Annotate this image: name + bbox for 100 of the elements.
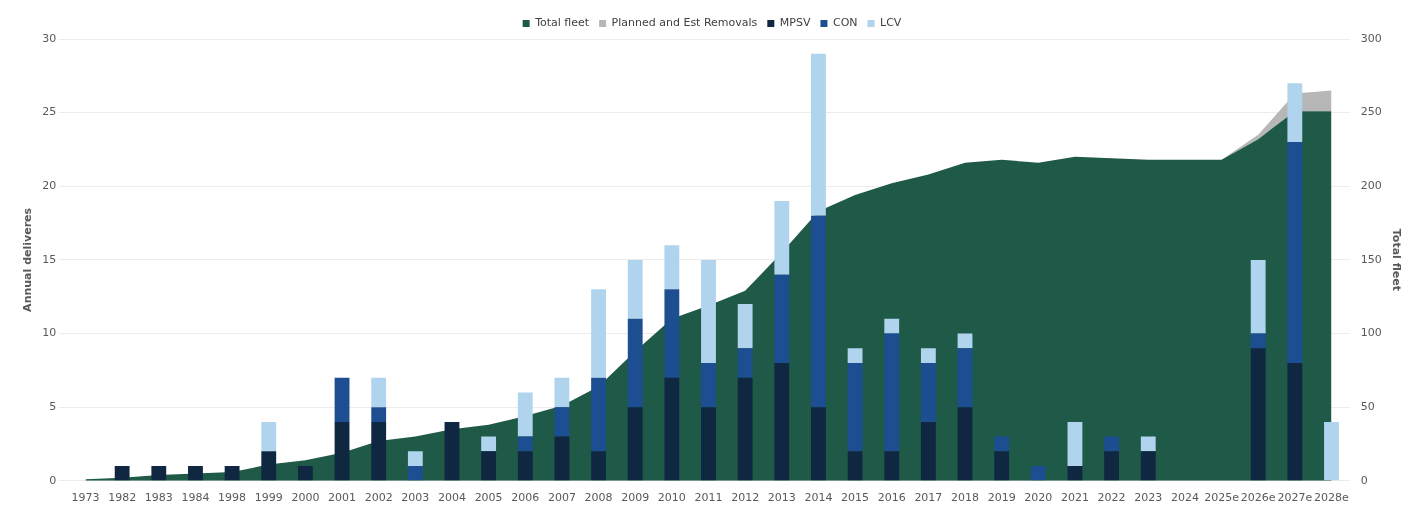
bar	[701, 362, 716, 408]
bar	[957, 348, 973, 408]
bar	[554, 436, 570, 481]
y2-tick-label: 300	[1360, 31, 1382, 45]
y-tick-label: 0	[49, 473, 57, 487]
y-tick-label: 25	[42, 105, 57, 119]
bar	[1287, 362, 1303, 481]
bar	[1067, 466, 1083, 481]
bar	[188, 466, 203, 481]
bar	[994, 451, 1010, 481]
x-tick-label: 2009	[621, 491, 650, 505]
bar	[1287, 142, 1303, 363]
x-tick-label: 2019	[987, 491, 1016, 505]
bar	[517, 436, 533, 452]
x-tick-label: 2027e	[1277, 491, 1313, 505]
x-tick-label: 2021	[1060, 491, 1089, 505]
x-tick-label: 2006	[511, 491, 540, 505]
legend-label: LCV	[880, 16, 902, 30]
x-tick-label: 2002	[364, 491, 393, 505]
bar	[371, 407, 387, 422]
bar	[664, 289, 680, 378]
x-tick-label: 2000	[291, 491, 320, 505]
bar	[1030, 466, 1046, 481]
y-tick-label: 30	[42, 31, 57, 45]
bar	[334, 377, 350, 422]
y-tick-label: 20	[42, 179, 57, 193]
bar	[1250, 259, 1266, 334]
bar	[517, 392, 533, 437]
bar	[884, 451, 900, 481]
bar	[114, 466, 130, 481]
x-tick-label: 2011	[694, 491, 723, 505]
x-tick-label: 1999	[254, 491, 283, 505]
bar	[664, 245, 680, 290]
bar	[1104, 451, 1120, 481]
bar	[774, 200, 790, 275]
bar	[481, 451, 497, 481]
bar	[774, 362, 790, 481]
bar	[737, 348, 753, 378]
bar	[847, 362, 863, 452]
bar	[847, 348, 863, 363]
x-tick-label: 2025e	[1204, 491, 1240, 505]
y2-tick-label: 100	[1360, 326, 1382, 340]
bar	[407, 451, 423, 467]
x-tick-label: 1984	[181, 491, 210, 505]
legend-label: MPSV	[779, 16, 811, 30]
bar	[261, 451, 277, 481]
bar	[811, 53, 826, 216]
y2-tick-label: 150	[1360, 252, 1382, 266]
bar	[1287, 83, 1303, 143]
y2-tick-label: 250	[1360, 105, 1382, 119]
x-tick-label: 2010	[657, 491, 686, 505]
x-tick-label: 2020	[1024, 491, 1053, 505]
bar	[444, 421, 460, 481]
x-tick-label: 2004	[437, 491, 466, 505]
x-tick-label: 2017	[914, 491, 943, 505]
x-tick-label: 2026e	[1240, 491, 1276, 505]
legend-label: Planned and Est Removals	[611, 16, 758, 30]
bar	[1250, 333, 1266, 349]
bar	[957, 407, 973, 481]
y-tick-label: 10	[42, 326, 57, 340]
bar	[1324, 421, 1339, 481]
legend-label: CON	[832, 16, 858, 30]
bar	[1140, 436, 1156, 452]
x-tick-label: 1982	[108, 491, 137, 505]
bar	[664, 377, 680, 481]
x-tick-label: 2013	[767, 491, 796, 505]
bar	[1250, 348, 1266, 481]
x-tick-label: 2015	[841, 491, 870, 505]
bar	[920, 421, 936, 481]
y2-axis-title: Total fleet	[1389, 228, 1403, 292]
x-tick-label: 2024	[1170, 491, 1199, 505]
bar	[554, 407, 570, 437]
bar	[224, 466, 240, 481]
bar	[151, 466, 167, 481]
x-tick-label: 2014	[804, 491, 833, 505]
x-tick-label: 1998	[218, 491, 247, 505]
x-tick-label: 2023	[1134, 491, 1163, 505]
bar	[920, 348, 936, 363]
y-axis-title: Annual deliveres	[21, 207, 35, 312]
bar	[481, 436, 497, 452]
bar	[334, 421, 350, 481]
bar	[517, 451, 533, 481]
bar	[920, 362, 936, 422]
bar	[627, 318, 643, 408]
x-tick-label: 2016	[877, 491, 906, 505]
legend-label: Total fleet	[534, 16, 590, 30]
y2-tick-label: 50	[1360, 400, 1375, 414]
x-tick-label: 2022	[1097, 491, 1126, 505]
x-tick-label: 2003	[401, 491, 430, 505]
bar	[554, 377, 570, 408]
bar	[884, 318, 900, 334]
bar	[774, 274, 790, 363]
bar	[847, 451, 863, 481]
bar	[297, 466, 313, 481]
bar	[591, 289, 606, 378]
y-tick-label: 15	[42, 252, 57, 266]
bar	[1067, 421, 1083, 467]
bar	[261, 421, 277, 452]
x-tick-label: 2001	[328, 491, 357, 505]
x-tick-label: 2007	[547, 491, 576, 505]
